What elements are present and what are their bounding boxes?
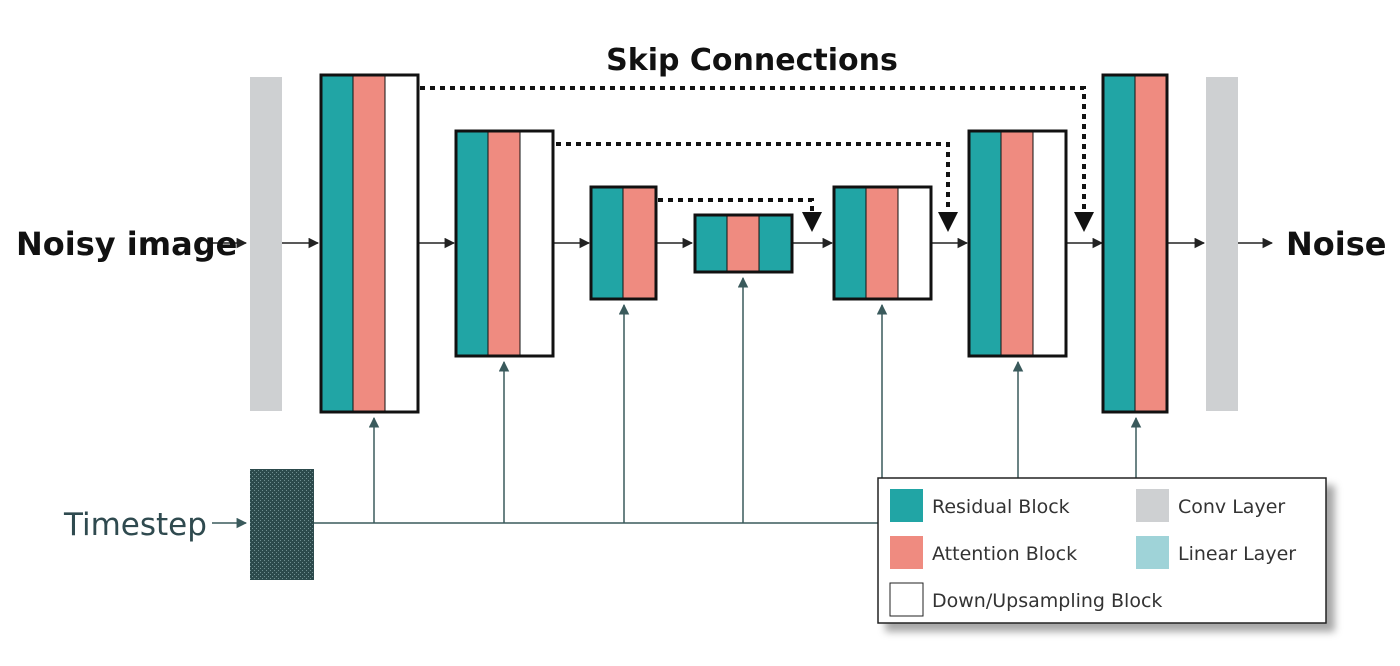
down-block-3 bbox=[589, 185, 658, 301]
legend-swatch-linear bbox=[1136, 536, 1169, 569]
residual-block bbox=[759, 215, 792, 272]
skip-connection-3 bbox=[658, 198, 822, 232]
legend-swatch-residual bbox=[890, 489, 923, 522]
conv-layer-input bbox=[250, 77, 282, 411]
skip-connections bbox=[420, 86, 1094, 232]
attention-block bbox=[727, 215, 759, 272]
residual-block bbox=[321, 75, 353, 412]
conv-layer-output bbox=[1206, 77, 1238, 411]
skip-connections-title: Skip Connections bbox=[606, 43, 898, 78]
legend-box bbox=[877, 477, 1327, 624]
noise-label: Noise bbox=[1286, 225, 1386, 263]
legend-label-conv: Conv Layer bbox=[1178, 496, 1285, 518]
upsampling-block bbox=[1033, 131, 1066, 356]
legend-swatch-conv bbox=[1136, 489, 1169, 522]
legend-swatch-attention bbox=[890, 536, 923, 569]
residual-block bbox=[969, 131, 1001, 356]
legend-label-residual: Residual Block bbox=[932, 496, 1070, 518]
residual-block bbox=[695, 215, 727, 272]
downsampling-block bbox=[520, 131, 553, 356]
residual-block bbox=[591, 187, 623, 299]
attention-block bbox=[353, 75, 385, 412]
residual-block bbox=[456, 131, 488, 356]
attention-block bbox=[623, 187, 656, 299]
upsampling-block bbox=[898, 187, 931, 299]
middle-block bbox=[693, 213, 794, 274]
attention-block bbox=[1135, 75, 1167, 412]
attention-block bbox=[1001, 131, 1033, 356]
attention-block bbox=[866, 187, 898, 299]
up-block-3 bbox=[1101, 73, 1169, 414]
skip-connection-2 bbox=[556, 142, 958, 232]
residual-block bbox=[834, 187, 866, 299]
timestep-linear-block bbox=[250, 469, 314, 580]
down-block-2 bbox=[454, 129, 555, 358]
residual-block bbox=[1103, 75, 1135, 412]
downsampling-block bbox=[385, 75, 418, 412]
legend-label-attention: Attention Block bbox=[932, 543, 1077, 565]
legend: Residual Block Attention Block Down/Upsa… bbox=[877, 477, 1327, 624]
up-block-2 bbox=[967, 129, 1068, 358]
attention-block bbox=[488, 131, 520, 356]
noisy-image-label: Noisy image bbox=[16, 225, 237, 263]
up-block-1 bbox=[832, 185, 933, 301]
skip-connection-1 bbox=[420, 86, 1094, 232]
timestep-label: Timestep bbox=[63, 507, 207, 543]
legend-swatch-sampling bbox=[889, 582, 924, 617]
down-block-1 bbox=[319, 73, 420, 414]
legend-label-sampling: Down/Upsampling Block bbox=[932, 590, 1162, 612]
legend-label-linear: Linear Layer bbox=[1178, 543, 1296, 565]
